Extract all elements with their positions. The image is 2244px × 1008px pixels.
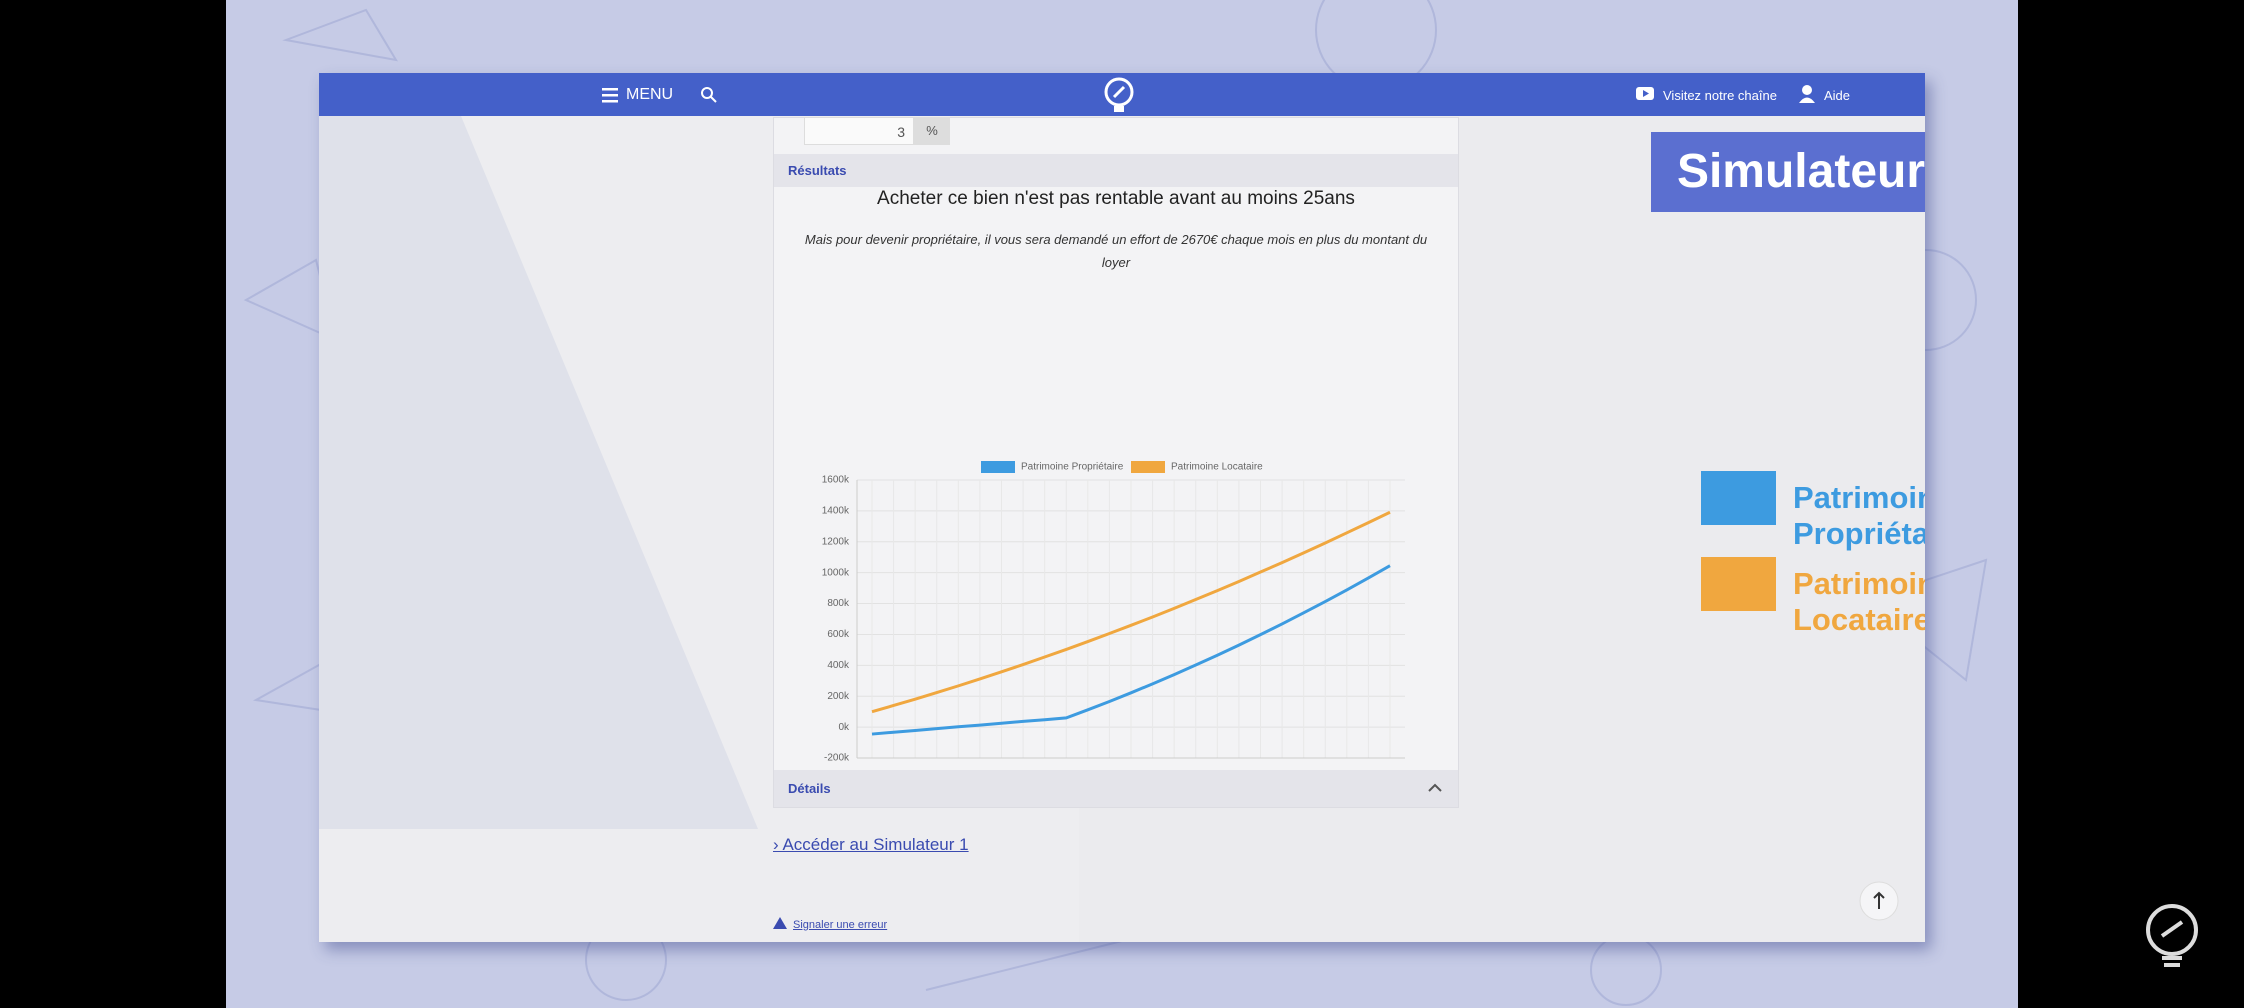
series-line — [871, 510, 1391, 714]
user-icon[interactable] — [1799, 84, 1815, 104]
y-tick-label: 200k — [827, 691, 850, 702]
scroll-top[interactable] — [1857, 879, 1901, 923]
diagonal-shape — [319, 116, 758, 829]
menu-icon[interactable] — [602, 87, 620, 103]
report-link[interactable]: Signaler une erreur — [793, 919, 888, 931]
details-header[interactable]: Détails — [774, 770, 1458, 807]
overlay-legend-label: Patrimoine Propriétaire — [1793, 480, 1925, 551]
rate-unit: % — [914, 117, 950, 145]
menu-button[interactable]: MENU — [626, 86, 674, 103]
y-tick-label: 600k — [827, 629, 850, 640]
help-link[interactable]: Aide — [1824, 88, 1851, 103]
results-card: 3 % Résultats Acheter ce bien n'est pas … — [773, 117, 1459, 808]
y-tick-label: 0k — [838, 722, 850, 733]
navbar: MENU Visitez notre chaîne Aide — [319, 73, 1925, 116]
overlay-title: Simulateur 2 — [1651, 132, 1925, 212]
overlay-legend-swatch — [1701, 557, 1776, 611]
y-tick-label: -200k — [824, 753, 850, 764]
note: Mais pour devenir propriétaire, il vous … — [804, 232, 1428, 270]
overlay-legend-swatch — [1701, 471, 1776, 525]
video-frame: MENU Visitez notre chaîne Aide 3 % Résul… — [226, 0, 2018, 1008]
legend-swatch — [1131, 461, 1165, 473]
y-tick-label: 1400k — [822, 506, 850, 517]
headline: Acheter ce bien n'est pas rentable avant… — [877, 188, 1355, 209]
legend-swatch — [981, 461, 1015, 473]
results-header: Résultats — [774, 154, 1458, 187]
series-line — [871, 564, 1391, 736]
overlay-legend-label: Patrimoine Locataire — [1793, 566, 1925, 637]
y-tick-label: 1200k — [822, 536, 850, 547]
y-tick-label: 1000k — [822, 567, 850, 578]
browser-window: MENU Visitez notre chaîne Aide 3 % Résul… — [319, 73, 1925, 942]
warning-icon — [773, 917, 787, 929]
rate-input[interactable]: 3 — [804, 117, 914, 145]
video-icon[interactable] — [1636, 87, 1654, 101]
search-icon[interactable] — [700, 86, 718, 104]
collapse-icon[interactable] — [1428, 783, 1442, 793]
y-tick-label: 400k — [827, 660, 850, 671]
watermark-logo — [2146, 904, 2198, 967]
channel-link[interactable]: Visitez notre chaîne — [1663, 88, 1777, 103]
legend-label: Patrimoine Propriétaire — [1021, 462, 1124, 473]
legend-label: Patrimoine Locataire — [1171, 462, 1263, 473]
y-tick-label: 1600k — [822, 475, 850, 486]
simulator1-link[interactable]: › Accéder au Simulateur 1 — [773, 835, 969, 854]
logo[interactable] — [1101, 77, 1137, 115]
y-tick-label: 800k — [827, 598, 850, 609]
